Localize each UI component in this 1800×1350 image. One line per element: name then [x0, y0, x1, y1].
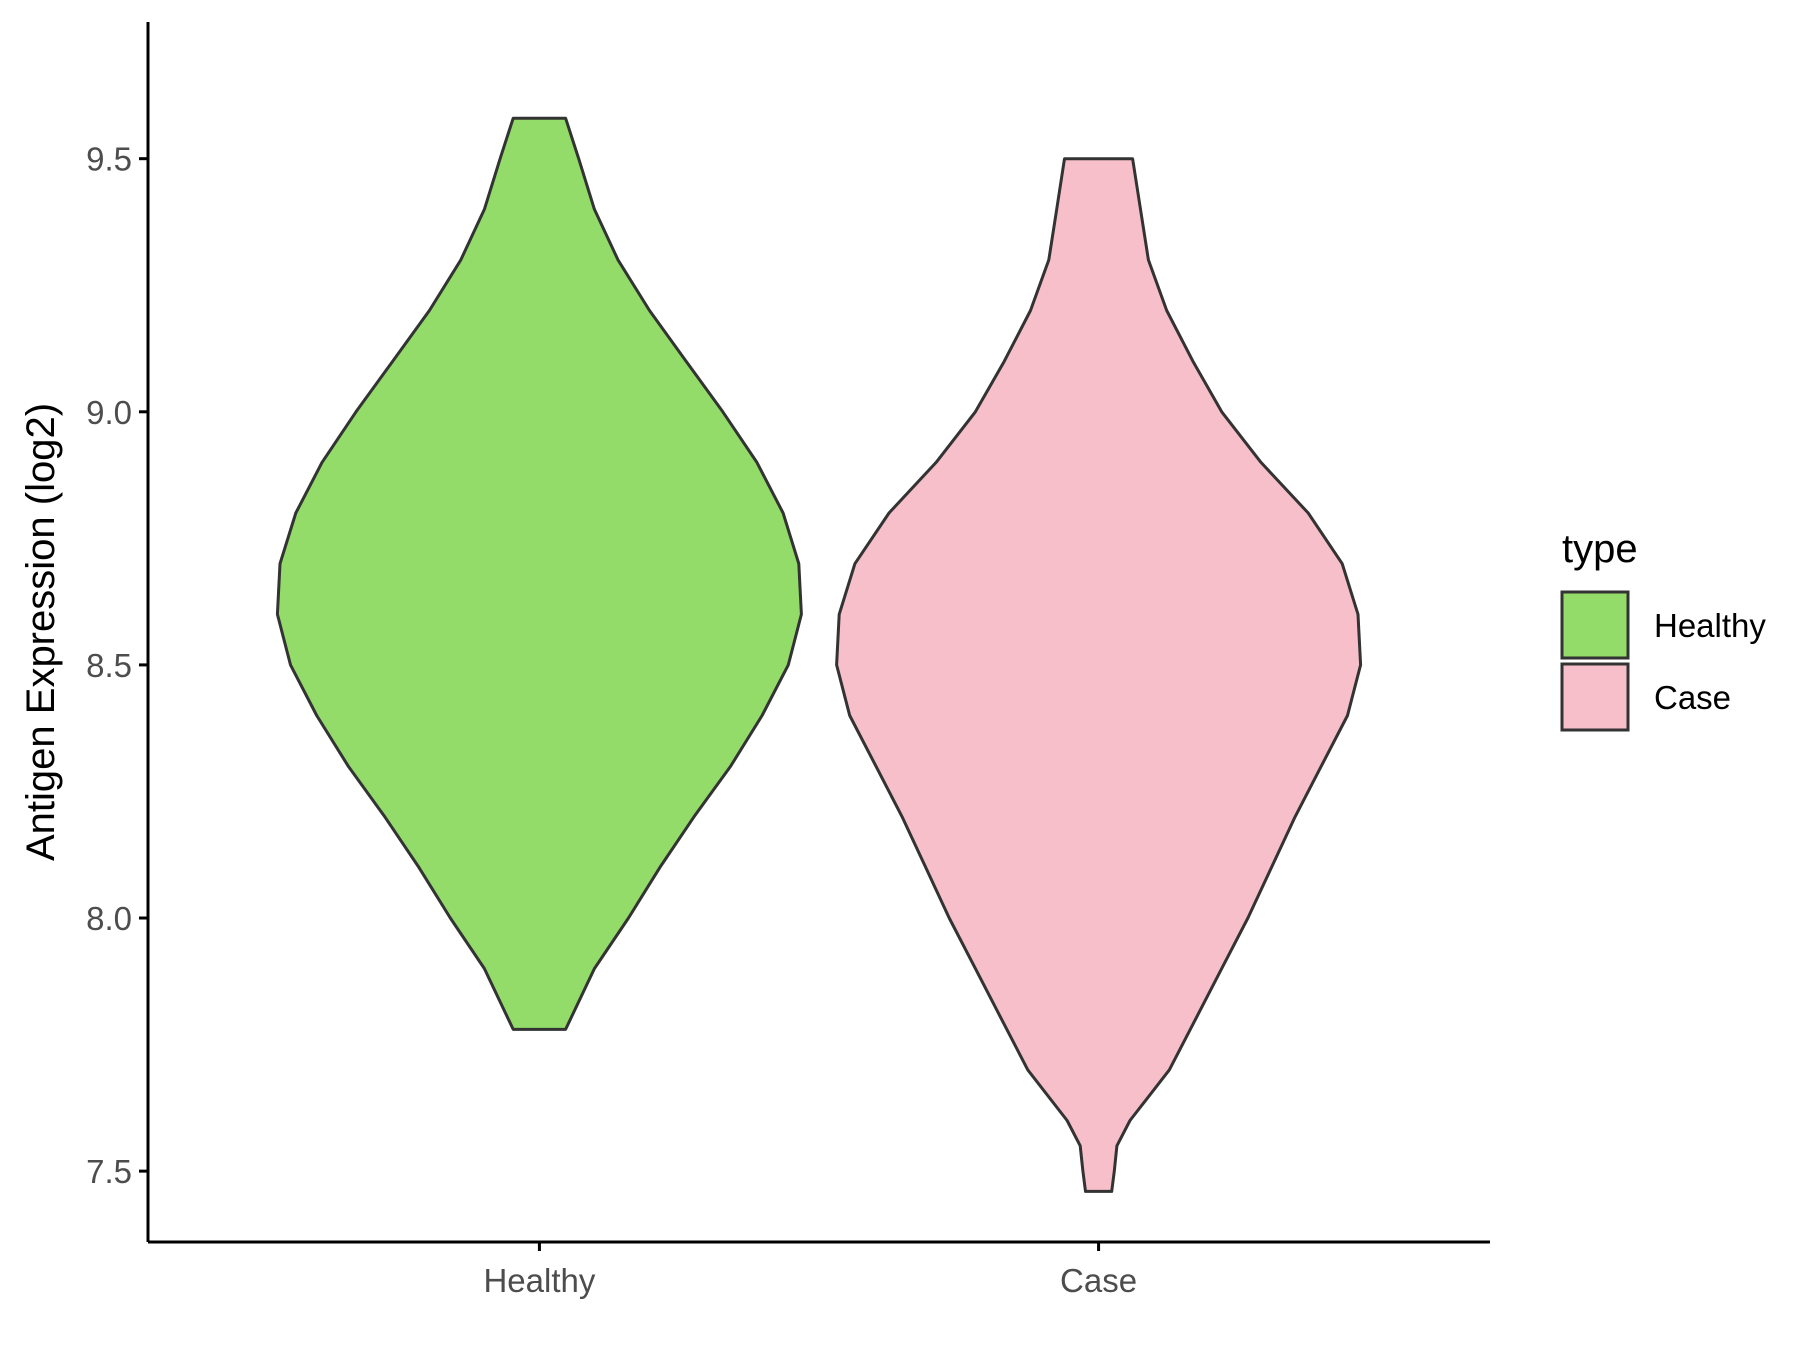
legend: type Healthy Case	[1560, 527, 1766, 732]
violin-case	[835, 157, 1363, 1193]
legend-label-healthy: Healthy	[1654, 607, 1766, 644]
legend-swatch-case	[1560, 662, 1630, 732]
violin-layer	[275, 116, 1363, 1193]
y-tick-label: 8.5	[86, 647, 132, 684]
legend-label-case: Case	[1654, 679, 1731, 716]
violin-healthy	[275, 116, 803, 1031]
legend-swatch-healthy	[1560, 590, 1630, 660]
y-axis-ticks: 7.5 8.0 8.5 9.0 9.5	[86, 141, 148, 1190]
legend-title: type	[1562, 527, 1638, 571]
x-tick-label: Case	[1060, 1262, 1137, 1299]
y-tick-label: 7.5	[86, 1153, 132, 1190]
x-tick-label: Healthy	[483, 1262, 595, 1299]
y-tick-label: 8.0	[86, 900, 132, 937]
y-tick-label: 9.5	[86, 141, 132, 178]
y-tick-label: 9.0	[86, 394, 132, 431]
y-axis-title: Antigen Expression (log2)	[19, 403, 63, 861]
legend-items: Healthy Case	[1560, 590, 1766, 732]
x-axis-ticks: Healthy Case	[483, 1242, 1137, 1299]
